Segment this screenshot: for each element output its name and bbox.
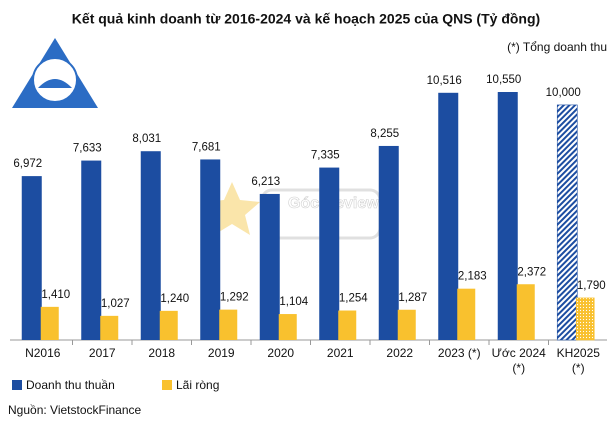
legend-swatch [12, 380, 22, 390]
bar [516, 284, 535, 340]
bar [338, 310, 357, 340]
bar [319, 167, 340, 340]
value-label: 1,240 [160, 293, 189, 305]
value-label: 10,000 [546, 87, 581, 99]
value-label: 10,516 [427, 75, 462, 87]
bar [457, 288, 476, 340]
x-tick-label: 2020 [267, 346, 294, 360]
bar [438, 92, 459, 340]
value-label: 1,027 [101, 298, 130, 310]
watermark: Góc Review [204, 182, 382, 240]
bar [21, 176, 42, 340]
bar [575, 297, 595, 341]
legend-swatch [162, 380, 172, 390]
value-label: 6,972 [13, 158, 42, 170]
bar [556, 104, 578, 341]
bar [200, 159, 221, 340]
x-tick-label: 2019 [208, 346, 235, 360]
value-label: 6,213 [251, 176, 280, 188]
bar [140, 151, 161, 340]
value-label: 8,255 [370, 128, 399, 140]
value-label: 2,183 [458, 271, 487, 283]
bar [259, 193, 280, 340]
source: Nguồn: VietstockFinance [8, 403, 142, 417]
logo [12, 38, 98, 108]
bar [40, 306, 59, 340]
x-tick-label: 2017 [89, 346, 116, 360]
value-label: 1,104 [279, 296, 308, 308]
x-tick-label: KH2025 (*) [557, 346, 601, 375]
x-tick-label: N2016 [25, 346, 61, 360]
value-label: 1,410 [41, 289, 70, 301]
bar [159, 310, 178, 340]
x-tick-label: 2023 (*) [438, 346, 481, 360]
value-label: 1,292 [220, 292, 249, 304]
x-tick-label: 2022 [386, 346, 413, 360]
bar [397, 309, 416, 340]
legend-label: Lãi ròng [176, 378, 219, 392]
bar [219, 309, 238, 340]
legend-label: Doanh thu thuần [26, 378, 115, 392]
value-label: 2,372 [517, 266, 546, 278]
bar [81, 160, 102, 340]
x-tick-label: 2018 [148, 346, 175, 360]
bar [278, 314, 297, 340]
note: (*) Tổng doanh thu [507, 40, 607, 54]
x-tick-label: Ước 2024 (*) [492, 346, 546, 375]
value-label: 7,335 [311, 150, 340, 162]
chart-title: Kết quả kinh doanh từ 2016-2024 và kế ho… [72, 11, 540, 27]
value-label: 1,287 [398, 292, 427, 304]
value-label: 8,031 [132, 133, 161, 145]
x-tick-label: 2021 [327, 346, 354, 360]
value-label: 7,681 [192, 141, 221, 153]
bar [497, 92, 518, 340]
bar [378, 145, 399, 340]
value-label: 1,790 [577, 280, 606, 292]
bar [100, 315, 119, 340]
value-label: 1,254 [339, 293, 368, 305]
value-label: 10,550 [486, 74, 521, 86]
value-label: 7,633 [73, 143, 102, 155]
